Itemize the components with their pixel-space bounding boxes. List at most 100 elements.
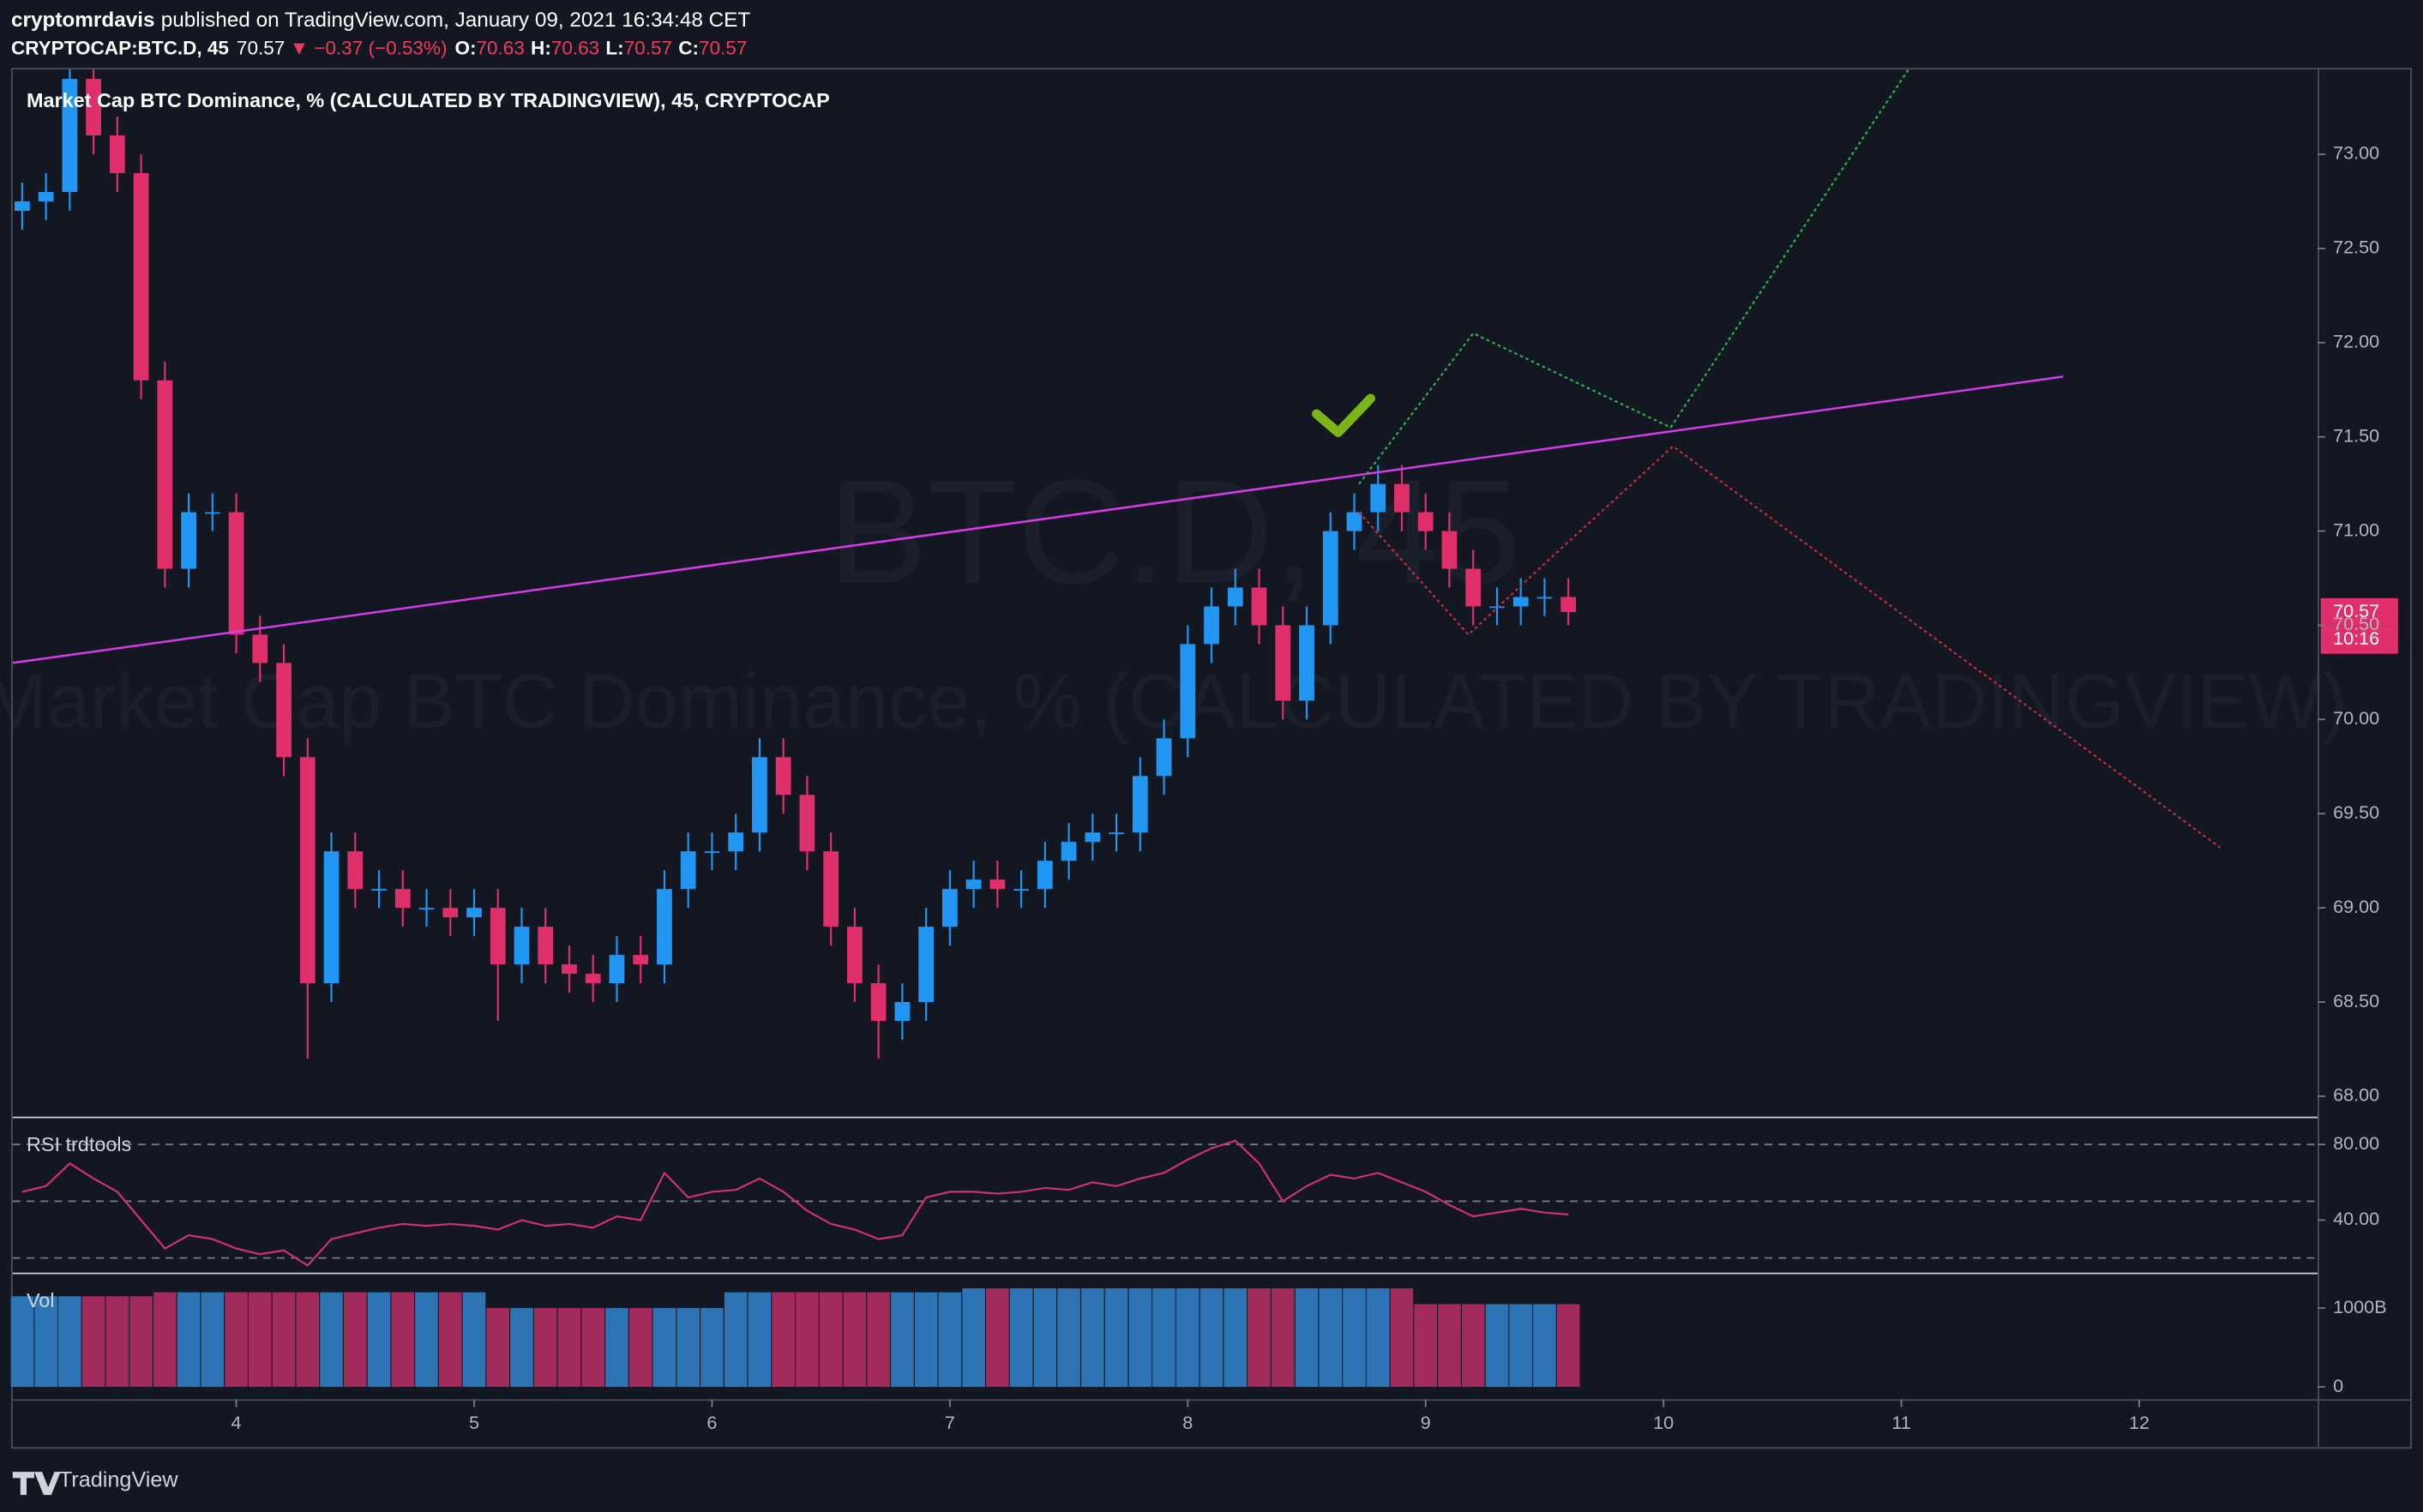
volume-bar	[1343, 1288, 1366, 1388]
candle-body	[109, 135, 125, 173]
volume-bar	[557, 1308, 581, 1388]
volume-bar	[1081, 1288, 1104, 1388]
candle-body	[1013, 889, 1029, 891]
candle-body	[1394, 483, 1410, 513]
y-tick-label: 68.50	[2333, 990, 2379, 1011]
volume-bar	[415, 1292, 438, 1388]
candle-body	[965, 879, 982, 890]
volume-bar	[1057, 1288, 1080, 1388]
x-tick-label: 11	[1891, 1412, 1910, 1433]
candle-body	[62, 79, 78, 192]
volume-bar	[225, 1292, 248, 1388]
candle-body	[775, 757, 791, 795]
volume-bar	[58, 1296, 81, 1388]
y-tick-label: 80.00	[2333, 1132, 2379, 1154]
candle-body	[299, 757, 316, 984]
candle-body	[680, 851, 696, 890]
change: ▼ −0.37 (−0.53%)	[290, 38, 448, 59]
volume-bar	[533, 1308, 557, 1388]
y-tick-label: 69.00	[2333, 896, 2379, 917]
candle-body	[1441, 531, 1458, 569]
candle-body	[1560, 597, 1577, 613]
volume-bar	[153, 1292, 177, 1388]
l: 70.57	[624, 38, 672, 59]
y-tick-label: 70.00	[2333, 707, 2379, 729]
volume-bar	[867, 1292, 890, 1388]
candle-body	[86, 79, 101, 136]
candle-body	[204, 512, 220, 514]
o-label: O:	[454, 38, 476, 59]
x-tick-label: 10	[1653, 1412, 1674, 1433]
last: 70.57	[237, 38, 285, 59]
candle-body	[323, 851, 340, 984]
published: published on TradingView.com, January 09…	[161, 9, 751, 33]
volume-bar	[1556, 1304, 1580, 1388]
volume-bar	[1271, 1288, 1295, 1388]
candle-body	[538, 927, 554, 965]
header-line: cryptomrdavis published on TradingView.co…	[11, 9, 750, 33]
candle-body	[38, 191, 54, 201]
x-tick-label: 4	[231, 1412, 242, 1433]
volume-bar	[1104, 1288, 1128, 1388]
y-tick-label: 70.50	[2333, 613, 2379, 634]
volume-bar	[438, 1292, 462, 1388]
candle-body	[1180, 644, 1196, 739]
volume-bar	[1461, 1304, 1485, 1388]
candle-body	[728, 832, 744, 852]
candle-body	[1489, 606, 1505, 609]
candle-body	[1275, 625, 1291, 701]
candle-body	[371, 889, 387, 891]
y-tick-label: 73.00	[2333, 142, 2379, 164]
y-tick-label: 1000B	[2333, 1296, 2387, 1317]
volume-bar	[1366, 1288, 1390, 1388]
footer-logo	[12, 1472, 61, 1496]
ohlc-line: CRYPTOCAP:BTC.D, 45 70.57 ▼ −0.37 (−0.53%)…	[11, 38, 747, 59]
candle-body	[442, 908, 459, 918]
volume-bar	[272, 1292, 296, 1388]
candle-body	[847, 927, 863, 984]
y-tick-label: 68.00	[2333, 1084, 2379, 1106]
candle-body	[1132, 776, 1148, 833]
projection-line	[1358, 445, 2222, 849]
candle-body	[870, 983, 887, 1022]
publisher: cryptomrdavis	[11, 9, 155, 33]
candle-body	[799, 795, 815, 852]
candle-body	[1512, 597, 1529, 607]
pane-title: Vol	[27, 1289, 55, 1311]
candle-body	[941, 889, 958, 927]
candle-body	[562, 964, 577, 975]
x-tick-label: 8	[1182, 1412, 1193, 1433]
volume-bar	[34, 1296, 57, 1388]
candle-body	[276, 663, 292, 758]
candle-body	[657, 889, 672, 965]
price-tag-label: 70.57	[2333, 600, 2379, 621]
volume-bar	[986, 1288, 1009, 1388]
candle-body	[14, 201, 30, 211]
volume-bar	[1248, 1288, 1271, 1388]
volume-bar	[320, 1292, 343, 1388]
candle-body	[1109, 832, 1124, 835]
candle-body	[752, 757, 767, 833]
volume-bar	[1533, 1304, 1556, 1388]
candle-body	[585, 974, 601, 984]
candle-body	[1061, 842, 1077, 861]
candle-body	[633, 955, 649, 965]
y-tick-label: 71.00	[2333, 519, 2379, 540]
candle-body	[252, 634, 268, 663]
candle-body	[1536, 597, 1553, 599]
volume-bar	[1175, 1288, 1199, 1388]
volume-bar	[1438, 1304, 1461, 1388]
candle-body	[157, 380, 173, 569]
volume-bar	[676, 1308, 700, 1388]
volume-bar	[1128, 1288, 1152, 1388]
countdown-tag	[2320, 626, 2398, 654]
h-label: H:	[531, 38, 551, 59]
volume-bar	[628, 1308, 652, 1388]
frame	[10, 68, 2413, 1449]
candle-body	[394, 889, 411, 909]
y-tick-label: 69.50	[2333, 801, 2379, 823]
pane-title: RSI trdtools	[27, 1133, 131, 1155]
candle-body	[1037, 861, 1053, 890]
